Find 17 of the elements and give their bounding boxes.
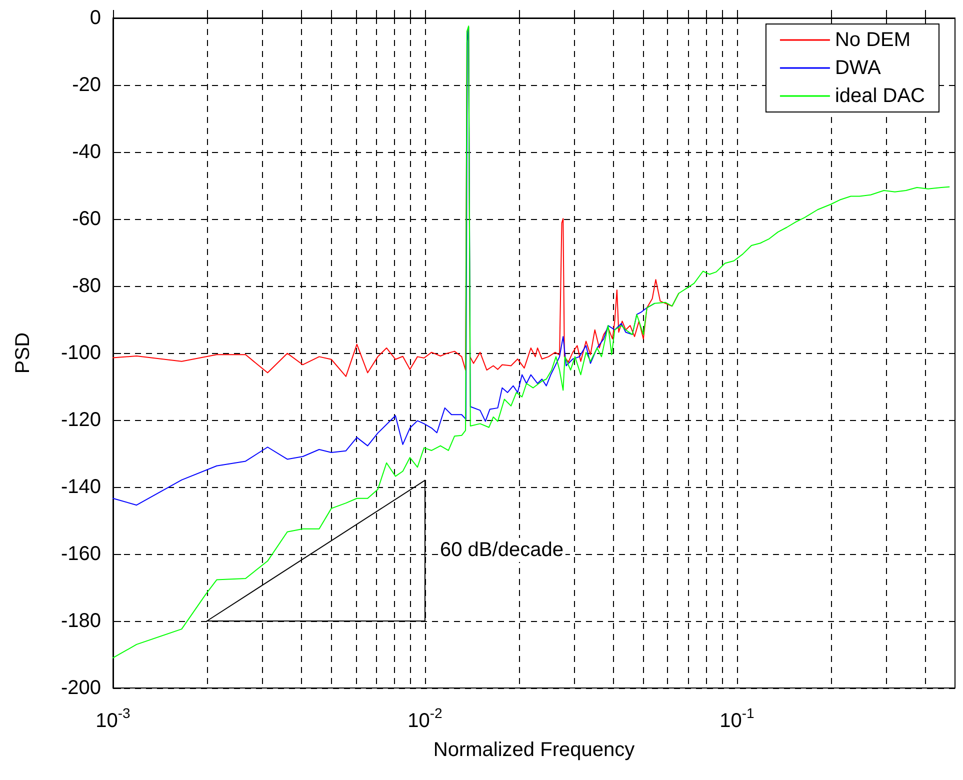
y-tick-label: -40 (72, 141, 101, 163)
y-tick-label: -200 (60, 677, 101, 699)
y-tick-label: -100 (60, 342, 101, 364)
annotation: 60 dB/decade (440, 539, 564, 561)
y-tick-label: -140 (60, 476, 101, 498)
legend-label: No DEM (834, 29, 911, 51)
y-tick-label: -180 (60, 610, 101, 632)
y-axis-title: PSD (12, 332, 34, 374)
y-tick-label: -160 (60, 543, 101, 565)
x-axis-title: Normalized Frequency (433, 739, 635, 761)
y-tick-label: -60 (72, 208, 101, 230)
legend-label: DWA (834, 57, 882, 79)
y-tick-label: -20 (72, 74, 101, 96)
y-tick-label: 0 (90, 7, 101, 29)
y-tick-label: -120 (60, 409, 101, 431)
y-tick-label: -80 (72, 275, 101, 297)
legend-label: ideal DAC (834, 85, 926, 107)
